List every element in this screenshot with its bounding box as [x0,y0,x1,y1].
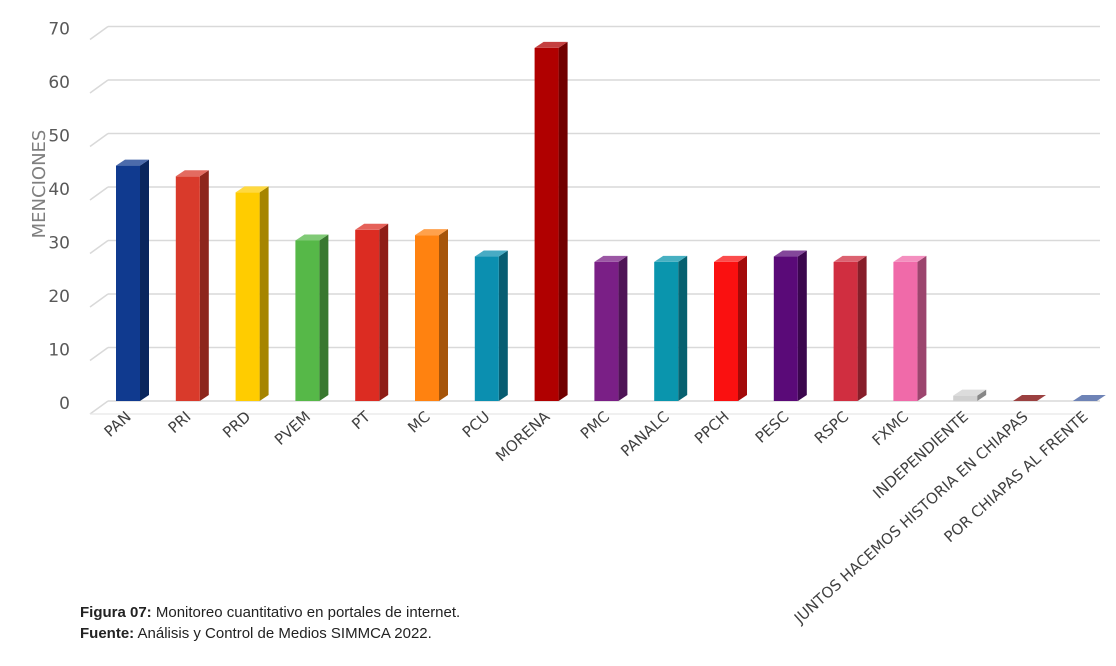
y-tick-label: 50 [48,127,70,147]
y-tick-label: 40 [48,180,70,200]
bar-mc [415,229,448,401]
bar-pri [175,170,209,401]
y-tick-label: 20 [48,287,70,307]
figure-line: Figura 07: Monitoreo cuantitativo en por… [80,602,460,623]
x-category-label: MORENA [492,407,554,465]
source-line: Fuente: Análisis y Control de Medios SIM… [80,623,460,644]
bar-rspc [833,255,867,401]
bar-juntos-hacemos-historia-en-chiapas [1013,395,1046,401]
bar-panalc [654,255,688,401]
gridline [89,239,1100,255]
bar-pcu [474,250,508,401]
y-axis-label: MENCIONES [29,130,50,239]
y-tick-label: 60 [48,73,70,93]
figure-text: Monitoreo cuantitativo en portales de in… [151,604,461,621]
figure-caption: Figura 07: Monitoreo cuantitativo en por… [80,602,460,644]
y-tick-label: 0 [59,394,70,414]
x-category-label: PMC [577,408,613,443]
source-label: Fuente: [80,625,135,642]
x-category-label: PAN [101,408,135,441]
bar-pan [116,159,149,401]
y-axis-ticks: 0 10 20 30 40 50 60 70 [48,20,70,415]
x-category-label: PANALC [617,408,673,461]
bar-pvem [295,234,329,401]
bar-por-chiapas-al-frente [1072,395,1106,401]
y-tick-label: 30 [48,234,70,254]
bar-pesc [773,250,807,401]
gridline [89,186,1100,201]
x-category-label: PCU [459,408,494,442]
source-text: Análisis y Control de Medios SIMMCA 2022… [134,625,432,642]
bar-independiente [953,389,987,401]
bar-morena [534,41,568,402]
bar-prd [235,186,269,401]
x-category-label: PT [348,407,374,433]
bar-pmc [594,255,628,401]
bar-fxmc [893,255,927,401]
y-tick-label: 70 [48,20,70,40]
gridline [89,79,1100,94]
x-category-label: MC [404,408,433,437]
y-tick-label: 10 [48,341,70,361]
bar-pt [355,223,389,401]
bars [116,41,1106,402]
bar-ppch [714,255,747,401]
x-category-label: PRI [165,408,195,437]
x-category-label: PRD [219,408,254,442]
gridline [89,25,1100,41]
figure-label: Figura 07: [80,604,152,621]
gridline [89,132,1100,148]
